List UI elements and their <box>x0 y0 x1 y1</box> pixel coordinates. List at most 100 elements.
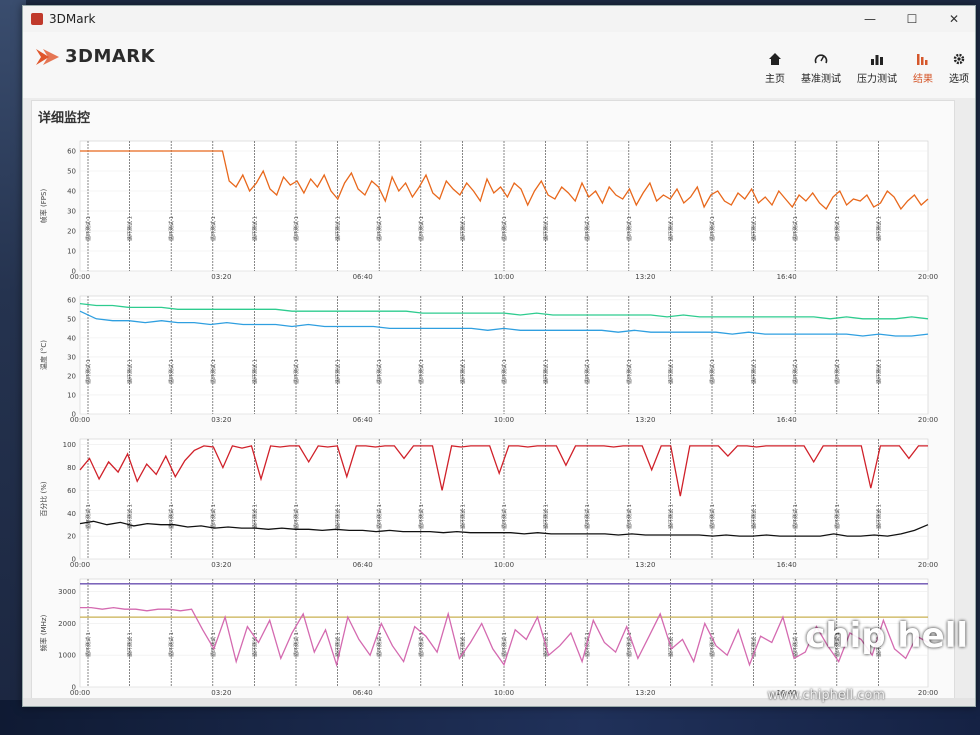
loop-marker-label: 循环测试 1 <box>834 359 841 384</box>
results-panel: 详细监控 0 10 20 30 40 50 60 帧率 (FPS) 循环测试 1 循环测试 1 循环… <box>31 100 955 700</box>
loop-marker-label: 循环测试 1 <box>376 216 383 241</box>
series-line <box>79 445 928 497</box>
loop-marker-label: 循环测试 1 <box>792 359 799 384</box>
loop-marker-label: 循环测试 1 <box>459 216 466 241</box>
logo: 3DMARK <box>35 46 155 67</box>
y-tick-label: 20 <box>67 228 76 236</box>
y-tick-label: 3000 <box>58 588 76 596</box>
loop-marker-label: 循环测试 1 <box>335 216 342 241</box>
nav-benchmarks[interactable]: 基准测试 <box>801 50 841 85</box>
nav-options[interactable]: 选项 <box>949 50 969 85</box>
y-tick-label: 0 <box>72 556 76 564</box>
loop-marker-label: 循环测试 1 <box>85 216 92 241</box>
x-tick-label: 03:20 <box>211 689 231 697</box>
loop-marker-label: 循环测试 1 <box>335 632 342 657</box>
x-tick-label: 13:20 <box>635 561 655 569</box>
series-line <box>79 310 929 337</box>
y-axis-label: 频率 (MHz) <box>39 614 48 651</box>
minimize-button[interactable]: — <box>864 12 876 26</box>
loop-marker-label: 循环测试 1 <box>335 359 342 384</box>
desktop-background <box>0 0 26 735</box>
y-tick-label: 10 <box>67 391 76 399</box>
watermark-url: www.chiphell.com <box>767 688 885 703</box>
loop-marker-label: 循环测试 1 <box>418 632 425 657</box>
loop-marker-label: 循环测试 1 <box>751 359 758 384</box>
loop-marker-label: 循环测试 1 <box>543 504 550 529</box>
maximize-button[interactable]: ☐ <box>906 12 918 26</box>
loop-marker-label: 循环测试 1 <box>792 632 799 657</box>
y-tick-label: 30 <box>67 353 76 361</box>
loop-marker-label: 循环测试 1 <box>501 504 508 529</box>
x-tick-label: 16:40 <box>777 416 797 424</box>
loop-marker-label: 循环测试 1 <box>834 504 841 529</box>
loop-marker-label: 循环测试 1 <box>251 632 258 657</box>
results-icon <box>917 54 928 65</box>
gauge-icon <box>814 54 828 64</box>
loop-marker-label: 循环测试 1 <box>875 216 882 241</box>
series-line <box>79 302 929 320</box>
x-tick-label: 10:00 <box>494 416 514 424</box>
loop-marker-label: 循环测试 1 <box>584 359 591 384</box>
y-tick-label: 60 <box>67 148 76 156</box>
x-tick-label: 16:40 <box>777 689 797 697</box>
loop-marker-label: 循环测试 1 <box>875 359 882 384</box>
x-tick-label: 00:00 <box>70 689 90 697</box>
loop-marker-label: 循环测试 1 <box>127 504 134 529</box>
loop-marker-label: 循环测试 1 <box>792 504 799 529</box>
series-line <box>80 606 929 668</box>
y-tick-label: 60 <box>67 296 76 304</box>
loop-marker-label: 循环测试 1 <box>127 632 134 657</box>
nav-results[interactable]: 结果 <box>913 50 933 85</box>
loop-marker-label: 循环测试 1 <box>543 359 550 384</box>
x-tick-label: 20:00 <box>918 273 938 281</box>
close-button[interactable]: ✕ <box>948 12 960 26</box>
loop-marker-label: 循环测试 1 <box>293 359 300 384</box>
loop-marker-label: 循环测试 1 <box>626 504 633 529</box>
y-tick-label: 20 <box>67 372 76 380</box>
x-tick-label: 10:00 <box>494 689 514 697</box>
x-tick-label: 03:20 <box>211 561 231 569</box>
x-tick-label: 00:00 <box>70 273 90 281</box>
nav-home[interactable]: 主页 <box>765 50 785 85</box>
loop-marker-label: 循环测试 1 <box>85 504 92 529</box>
y-axis-label: 帧率 (FPS) <box>39 189 48 224</box>
loop-marker-label: 循环测试 1 <box>168 216 175 241</box>
y-tick-label: 1000 <box>58 652 76 660</box>
x-tick-label: 10:00 <box>494 273 514 281</box>
gear-icon <box>953 53 965 65</box>
monitoring-charts: 0 10 20 30 40 50 60 帧率 (FPS) 循环测试 1 循环测试 1 循环测试 1 循… <box>39 140 938 697</box>
loop-marker-label: 循环测试 1 <box>251 359 258 384</box>
loop-marker-label: 循环测试 1 <box>751 504 758 529</box>
loop-marker-label: 循环测试 1 <box>584 632 591 657</box>
x-tick-label: 03:20 <box>211 416 231 424</box>
series-line <box>79 520 929 537</box>
loop-marker-label: 循环测试 1 <box>501 359 508 384</box>
loop-marker-label: 循环测试 1 <box>127 216 134 241</box>
loop-marker-label: 循环测试 1 <box>459 504 466 529</box>
y-tick-label: 50 <box>67 315 76 323</box>
main-nav: 主页 基准测试 压力测试 结果 选项 <box>749 50 969 85</box>
x-tick-label: 03:20 <box>211 273 231 281</box>
loop-marker-label: 循环测试 1 <box>127 359 134 384</box>
x-tick-label: 13:20 <box>635 416 655 424</box>
loop-marker-label: 循环测试 1 <box>875 632 882 657</box>
loop-marker-label: 循环测试 1 <box>584 216 591 241</box>
loop-marker-label: 循环测试 1 <box>875 504 882 529</box>
x-tick-label: 06:40 <box>353 561 373 569</box>
loop-marker-label: 循环测试 1 <box>667 359 674 384</box>
loop-marker-label: 循环测试 1 <box>459 632 466 657</box>
loop-marker-label: 循环测试 1 <box>626 359 633 384</box>
loop-marker-label: 循环测试 1 <box>293 216 300 241</box>
bar-chart-icon <box>871 55 883 65</box>
loop-marker-label: 循环测试 1 <box>667 504 674 529</box>
loop-marker-label: 循环测试 1 <box>376 359 383 384</box>
home-icon <box>769 53 781 65</box>
loop-marker-label: 循环测试 1 <box>293 504 300 529</box>
nav-label: 结果 <box>913 74 933 85</box>
x-tick-label: 13:20 <box>635 273 655 281</box>
loop-marker-label: 循环测试 1 <box>626 216 633 241</box>
y-tick-label: 50 <box>67 168 76 176</box>
x-tick-label: 00:00 <box>70 416 90 424</box>
nav-stress-tests[interactable]: 压力测试 <box>857 50 897 85</box>
y-tick-label: 2000 <box>58 620 76 628</box>
